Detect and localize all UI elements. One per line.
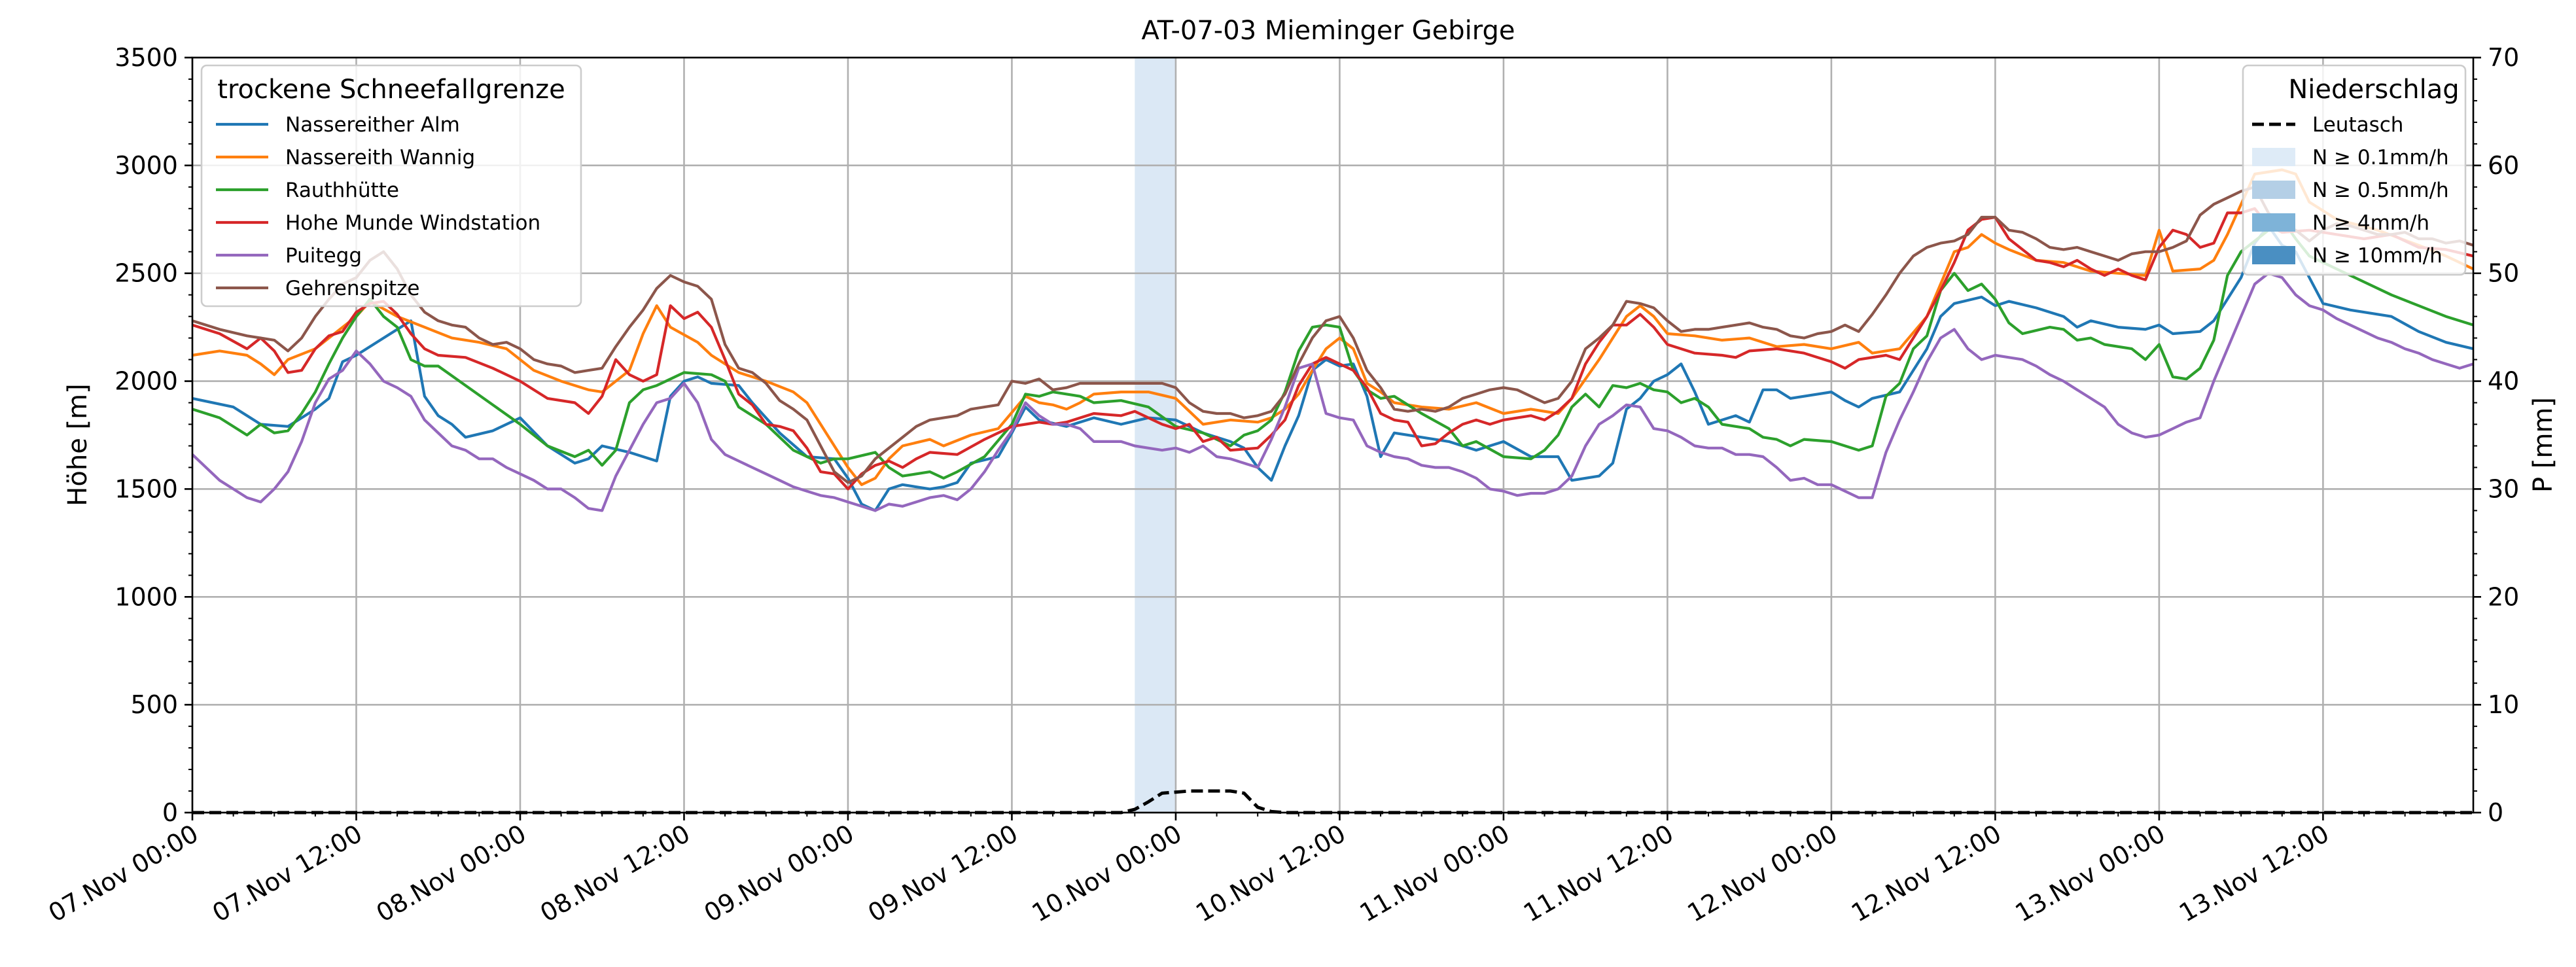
series-line-nassereither-alm [192, 224, 2474, 512]
y-tick-label-right: 50 [2488, 259, 2519, 288]
y-tick-label-left: 500 [130, 690, 178, 719]
y-tick-label-right: 40 [2488, 367, 2519, 396]
series-line-hohe-munde-windstation [192, 207, 2474, 491]
legend-label: Rauthhütte [285, 179, 399, 202]
legend-right-title: Niederschlag [2288, 75, 2459, 105]
y-tick-label-left: 1000 [115, 582, 178, 611]
series-line-gehrenspitze [192, 185, 2474, 484]
legend-left-title: trockene Schneefallgrenze [217, 75, 565, 105]
legend-label: N ≥ 0.5mm/h [2312, 179, 2449, 202]
series-line-rauthh-tte [192, 218, 2474, 480]
y-axis-label-left: Höhe [m] [63, 383, 93, 506]
y-tick-label-left: 3000 [115, 151, 178, 180]
legend-left: trockene Schneefallgrenze Nassereither Al… [200, 64, 582, 308]
y-tick-label-right: 10 [2488, 690, 2519, 719]
series-line-nassereith-wannig [192, 168, 2474, 486]
legend-left-frame [200, 64, 582, 308]
legend-label: Hohe Munde Windstation [285, 211, 540, 235]
y-tick-label-left: 0 [162, 798, 178, 827]
chart-title: AT-07-03 Mieminger Gebirge [1141, 16, 1515, 46]
series-line-puitegg [191, 272, 2474, 512]
legend-swatch-precip [2252, 213, 2295, 232]
y-tick-label-left: 2000 [115, 367, 178, 396]
legend-label: Nassereither Alm [285, 113, 460, 137]
legend-label: Nassereith Wannig [285, 146, 475, 169]
precip-band [1135, 58, 1176, 813]
legend-label: Gehrenspitze [285, 277, 419, 300]
y-tick-label-left: 3500 [115, 43, 178, 72]
y-tick-label-right: 20 [2488, 582, 2519, 611]
legend-swatch-precip [2252, 148, 2295, 166]
legend-label: Leutasch [2312, 113, 2403, 137]
legend-label: N ≥ 10mm/h [2312, 244, 2443, 268]
axes-frame [191, 56, 2475, 814]
legend-swatch-precip [2252, 181, 2295, 199]
legend-right-frame [2242, 64, 2467, 276]
legend-label: N ≥ 4mm/h [2312, 211, 2429, 235]
legend-right: Niederschlag Leutasch N ≥ 0.1mm/h N ≥ 0.5mm… [2242, 64, 2467, 276]
legend-label: Puitegg [285, 244, 362, 268]
y-tick-label-right: 70 [2488, 43, 2519, 72]
y-tick-label-right: 0 [2488, 798, 2503, 827]
y-tick-label-left: 2500 [115, 259, 178, 288]
y-tick-label-right: 60 [2488, 151, 2519, 180]
legend-label: N ≥ 0.1mm/h [2312, 146, 2449, 169]
y-axis-label-right: P [mm] [2528, 397, 2558, 493]
y-tick-label-left: 1500 [115, 474, 178, 503]
y-tick-label-right: 30 [2488, 474, 2519, 503]
legend-swatch-precip [2252, 246, 2295, 264]
